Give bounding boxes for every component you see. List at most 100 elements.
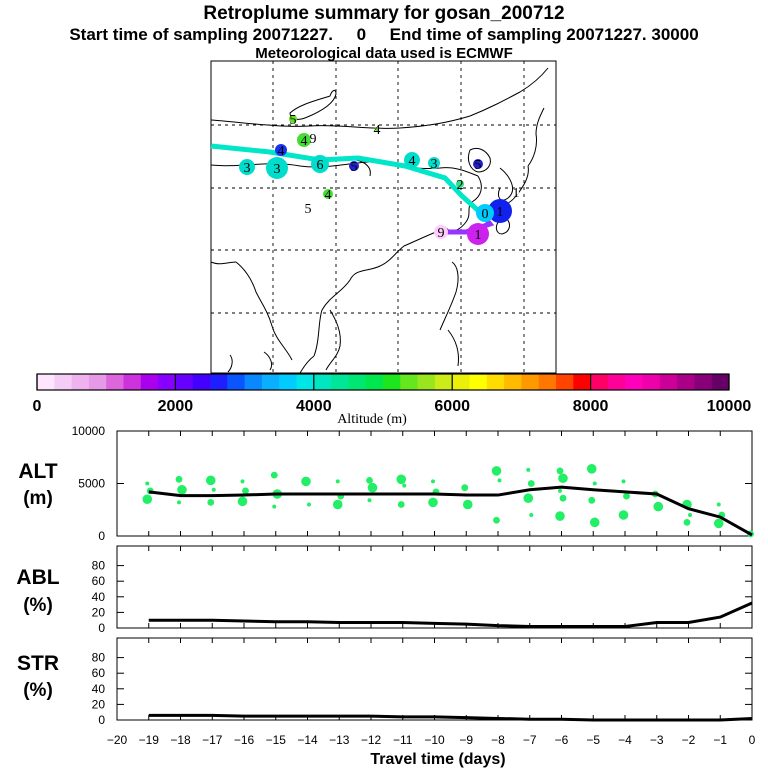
y-tick-label: 60 xyxy=(92,666,106,680)
colorbar-swatch xyxy=(261,374,280,390)
x-tick-label: −19 xyxy=(139,733,160,747)
plume-marker-label: 4 xyxy=(325,188,332,203)
plume-marker-label: 2 xyxy=(457,178,464,193)
colorbar-swatch xyxy=(210,374,228,390)
colorbar-tick-label: 8000 xyxy=(573,398,609,415)
plume-marker xyxy=(289,115,297,123)
alt-cluster-point xyxy=(301,476,311,487)
alt-cluster-point xyxy=(366,476,373,484)
plume-marker xyxy=(266,157,288,179)
y-tick-label: 80 xyxy=(92,651,106,665)
plume-marker xyxy=(467,223,489,245)
colorbar-swatch xyxy=(37,374,55,390)
alt-cluster-point xyxy=(688,513,692,517)
colorbar-title: Altitude (m) xyxy=(337,412,407,427)
x-tick-label: −10 xyxy=(424,733,445,747)
plume-marker-label: 9 xyxy=(310,132,317,147)
plume-marker xyxy=(476,204,494,222)
sampling-time-line: Start time of sampling 20071227. 0 End t… xyxy=(0,25,768,45)
plume-marker-label: 9 xyxy=(438,226,445,241)
y-tick-label: 0 xyxy=(98,621,105,635)
plume-marker-label: 3 xyxy=(244,161,251,176)
alt-cluster-point xyxy=(272,504,277,509)
end-time-label: End time of sampling 20071227. 30000 xyxy=(389,25,699,44)
y-tick-label: 40 xyxy=(92,682,106,696)
colorbar-swatch xyxy=(140,374,159,390)
alt-cluster-point xyxy=(270,471,278,479)
plume-marker xyxy=(513,189,519,195)
x-tick-label: −12 xyxy=(361,733,382,747)
alt-cluster-point xyxy=(402,483,407,488)
colorbar-swatch xyxy=(54,374,72,390)
plume-marker xyxy=(428,157,440,169)
alt-cluster-point xyxy=(396,474,407,485)
colorbar-swatch xyxy=(694,374,713,390)
plume-marker-label: 5 xyxy=(305,202,312,217)
colorbar-swatch xyxy=(556,374,574,390)
chart-title: Retroplume summary for gosan_200712 xyxy=(203,3,565,24)
plume-marker xyxy=(305,205,311,211)
alt-cluster-point xyxy=(559,494,567,502)
alt-cluster-point xyxy=(431,479,435,484)
alt-cluster-point xyxy=(462,499,473,510)
alt-cluster-point xyxy=(713,518,724,529)
alt-cluster-point xyxy=(367,498,372,503)
alt-cluster-point xyxy=(556,467,564,475)
x-tick-label: −11 xyxy=(393,733,413,747)
alt-cluster-point xyxy=(177,500,181,505)
alt-cluster-point xyxy=(497,478,502,483)
colorbar-swatch xyxy=(590,374,609,390)
colorbar-swatch xyxy=(417,374,436,390)
colorbar-swatch xyxy=(607,374,626,390)
x-tick-label: 0 xyxy=(749,733,756,747)
colorbar-swatch xyxy=(331,374,349,390)
alt-cluster-point xyxy=(205,475,216,486)
plume-marker xyxy=(473,159,483,169)
alt-cluster-point xyxy=(493,516,500,524)
y-tick-label: 80 xyxy=(92,559,106,573)
alt-cluster-point xyxy=(211,487,216,492)
plume-marker xyxy=(488,199,512,223)
x-tick-label: −2 xyxy=(682,733,696,747)
alt-cluster-point xyxy=(397,501,405,508)
panel-ylabel: ALT xyxy=(18,460,57,483)
plume-marker xyxy=(310,135,316,141)
colorbar-swatch xyxy=(486,374,505,390)
plume-marker-label: 0 xyxy=(482,207,489,222)
plume-marker xyxy=(239,159,255,175)
x-tick-label: −16 xyxy=(234,733,255,747)
colorbar-swatch xyxy=(175,374,194,390)
plume-marker xyxy=(323,189,333,199)
x-tick-label: −13 xyxy=(329,733,350,747)
alt-cluster-point xyxy=(428,497,438,508)
colorbar-swatch xyxy=(504,374,522,390)
colorbar-tick-label: 6000 xyxy=(434,398,470,415)
alt-cluster-point xyxy=(555,511,565,521)
alt-cluster-point xyxy=(653,501,664,512)
series-line-alt xyxy=(148,485,753,537)
alt-cluster-point xyxy=(335,479,340,484)
alt-cluster-point xyxy=(177,485,187,495)
panel-ylabel: ABL xyxy=(16,566,59,589)
alt-cluster-point xyxy=(175,475,183,483)
plume-marker xyxy=(275,144,287,156)
plume-marker-label: 4 xyxy=(409,154,416,169)
colorbar-swatch xyxy=(123,374,142,390)
colorbar-swatch xyxy=(313,374,332,390)
plume-marker xyxy=(404,152,420,168)
x-tick-label: −20 xyxy=(107,733,128,747)
alt-cluster-point xyxy=(207,499,215,506)
x-tick-label: −7 xyxy=(523,733,537,747)
x-tick-label: −6 xyxy=(555,733,569,747)
plume-marker xyxy=(456,180,464,188)
start-time-label: Start time of sampling 20071227. xyxy=(69,25,333,44)
plume-marker-label: 5 xyxy=(351,160,358,175)
colorbar-tick-label: 10000 xyxy=(707,398,752,415)
alt-cluster-point xyxy=(592,481,597,486)
colorbar-swatch xyxy=(642,374,661,390)
colorbar-swatch xyxy=(434,374,453,390)
alt-cluster-point xyxy=(621,479,626,484)
